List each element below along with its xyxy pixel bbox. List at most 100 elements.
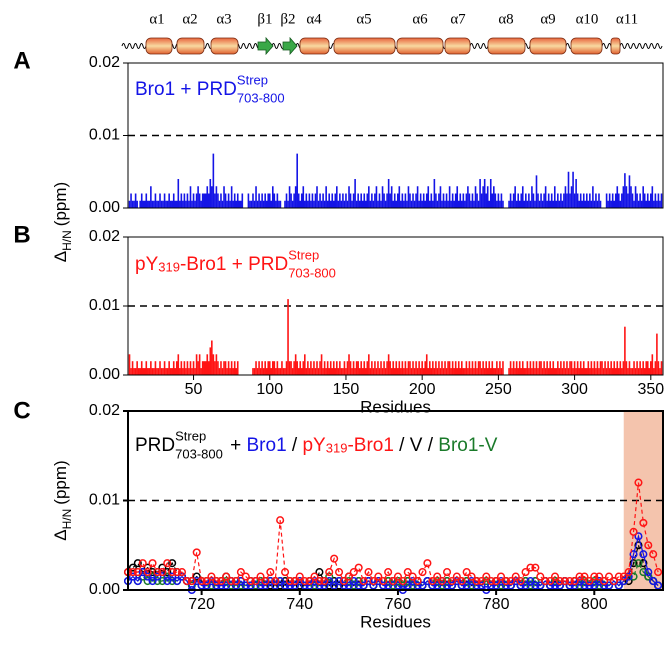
bar [354,368,356,375]
data-point [315,581,324,590]
bar [566,361,568,375]
bar [636,361,638,375]
bar [491,361,494,375]
bar [374,193,376,208]
bar [188,200,190,208]
bar [194,200,196,208]
bar [496,200,498,208]
data-point [290,581,299,590]
bar [253,368,256,375]
strand [282,36,298,56]
bar [351,200,353,208]
bar [482,361,484,375]
bar [322,368,324,375]
bar [642,361,644,375]
bar [342,368,344,375]
plot-frame [127,62,664,209]
bar [643,193,646,208]
data-point [374,577,383,586]
bar [576,193,579,208]
bar [465,361,468,375]
data-point [467,577,476,586]
bar [457,200,460,208]
x-tick-label: 200 [409,381,436,398]
legend-text: Strep [288,247,319,262]
bar [159,193,161,208]
data-point [339,581,349,590]
bar [267,193,270,208]
ss-label: α8 [498,11,513,27]
bar [369,200,372,208]
bar [578,200,580,208]
data-point [487,581,496,590]
bar [275,368,277,375]
bar [171,200,174,208]
bar [345,193,347,208]
bar [297,193,300,208]
bar [233,361,236,375]
bar [278,200,280,208]
bar [497,368,500,375]
bar [590,361,593,375]
bar [249,200,251,208]
bar [486,368,489,375]
bar [512,361,515,375]
bar [474,186,477,208]
bar [316,361,318,375]
bar [396,368,399,375]
data-point [654,568,663,577]
bar [534,200,536,208]
bar [528,368,530,375]
data-point [526,563,535,572]
bar [207,361,210,375]
bar [482,186,484,208]
bar [133,200,135,208]
data-point [654,581,663,590]
bar [531,186,533,208]
bar [605,368,608,375]
bar [509,193,512,208]
bar [290,361,292,375]
bar [614,193,617,208]
bar [430,193,433,208]
data-point [614,572,623,581]
legend-text: PRD [135,435,175,456]
bar [267,361,270,375]
data-point [428,577,437,586]
bar [404,361,407,375]
data-point [393,581,403,590]
bar [372,200,375,208]
bar [381,186,384,208]
bar [582,193,585,208]
bar [563,193,565,208]
bar [377,200,379,208]
bar [355,200,358,208]
bar [297,368,300,375]
data-point [207,581,216,590]
bar [624,326,626,375]
bar [633,361,635,375]
bar [168,193,170,208]
ss-label: α9 [540,11,555,27]
bar [363,361,366,375]
bar [608,193,611,208]
ss-label: β1 [257,11,272,27]
bar [334,193,337,208]
data-point [614,581,623,590]
bar [128,354,131,375]
bar [575,179,577,208]
bar [153,200,155,208]
data-point [256,572,265,581]
data-point [413,581,422,590]
bar [557,193,559,208]
bar [409,361,411,375]
legend-text: 703-800 [237,90,285,105]
bar [639,193,641,208]
bar [218,368,221,375]
data-point [212,577,221,586]
bar [130,193,132,208]
bar [364,200,367,208]
bar [150,361,152,375]
bar [300,193,303,208]
bar [395,200,398,208]
